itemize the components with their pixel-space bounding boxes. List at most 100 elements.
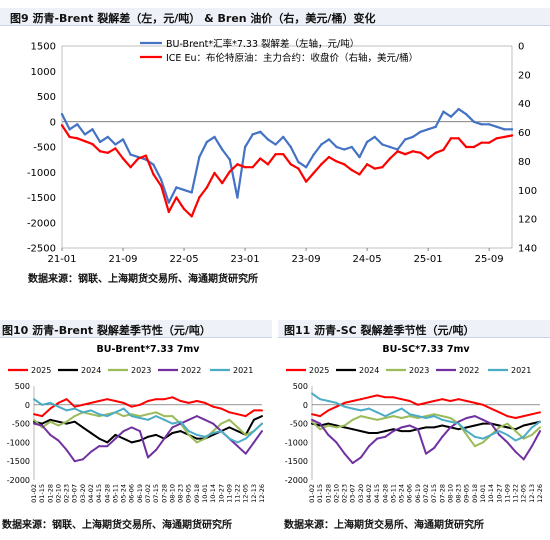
fig11-x-tick-label: 11-09 bbox=[503, 484, 511, 503]
fig10-data-point bbox=[81, 426, 84, 429]
fig9-data-point bbox=[190, 215, 193, 218]
fig9-x-tick-label: 25-01 bbox=[414, 254, 443, 265]
fig9-data-point bbox=[213, 135, 216, 139]
fig10-data-point bbox=[57, 405, 60, 408]
fig9-data-point bbox=[472, 120, 476, 123]
fig10-chart: BU-Brent*7.33 7mv 2025 2024 2023 2022 2021 500… bbox=[7, 344, 266, 503]
fig11-y-tick-label: -1000 bbox=[285, 438, 308, 447]
fig11-data-point bbox=[392, 430, 395, 433]
fig10-x-tick-label: 09-05 bbox=[185, 484, 193, 503]
fig10-data-point bbox=[244, 437, 247, 440]
fig10-data-point bbox=[163, 418, 166, 421]
fig9-left-tick-label: 500 bbox=[37, 92, 56, 103]
fig10-data-point bbox=[122, 401, 125, 404]
fig11-data-point bbox=[498, 433, 501, 436]
fig9-data-point bbox=[167, 210, 170, 214]
fig10-data-point bbox=[195, 415, 198, 418]
fig10-data-point bbox=[220, 422, 223, 425]
fig10-x-tick-label: 11-09 bbox=[225, 484, 233, 503]
fig9-data-point bbox=[320, 163, 323, 166]
fig9-data-point bbox=[335, 160, 338, 163]
fig11-data-point bbox=[376, 432, 379, 434]
fig9-data-point bbox=[327, 155, 331, 159]
fig11-x-tick-label: 07-15 bbox=[430, 484, 438, 503]
fig11-data-point bbox=[327, 409, 330, 412]
fig11-data-point bbox=[384, 416, 387, 419]
fig10-data-point bbox=[179, 430, 182, 433]
fig11-data-point bbox=[473, 401, 476, 404]
fig9-data-point bbox=[121, 138, 125, 141]
fig9-data-point bbox=[266, 163, 270, 166]
fig10-data-point bbox=[138, 403, 141, 406]
fig11-data-point bbox=[433, 447, 436, 450]
fig10-data-point bbox=[49, 420, 52, 423]
fig9-right-tick-label: 20 bbox=[518, 70, 531, 81]
fig11-data-point bbox=[392, 396, 395, 399]
fig11-data-point bbox=[343, 426, 346, 429]
fig10-legend-label: 2025 bbox=[31, 366, 51, 375]
fig9-left-tick-label: -2000 bbox=[27, 218, 56, 229]
fig9-data-point bbox=[213, 171, 216, 175]
fig10-data-point bbox=[147, 413, 149, 416]
fig11-chart-title: BU-SC*7.33 7mv bbox=[382, 344, 470, 355]
fig11-data-point bbox=[384, 430, 387, 433]
fig11-data-point bbox=[457, 422, 460, 425]
fig10-data-point bbox=[212, 433, 215, 436]
fig10-x-tick-label: 04-28 bbox=[103, 484, 111, 503]
fig9-data-point bbox=[510, 128, 514, 131]
fig10-data-point bbox=[49, 433, 52, 436]
fig11-data-point bbox=[514, 416, 517, 419]
fig9-data-point bbox=[335, 145, 338, 149]
fig10-data-point bbox=[179, 420, 182, 423]
fig10-data-point bbox=[171, 422, 174, 425]
fig11-series-line-2022 bbox=[311, 415, 541, 465]
fig11-data-point bbox=[441, 424, 444, 427]
fig10-data-point bbox=[147, 418, 149, 421]
fig11-data-point bbox=[384, 396, 387, 399]
fig9-data-point bbox=[480, 141, 483, 144]
fig9-data-point bbox=[365, 140, 369, 144]
fig10-x-tick-label: 01-15 bbox=[38, 484, 46, 503]
fig11-x-tick-label: 08-10 bbox=[446, 484, 454, 503]
fig10-data-point bbox=[90, 432, 92, 434]
fig11-x-tick-label: 05-24 bbox=[398, 484, 406, 503]
fig10-data-point bbox=[252, 430, 255, 433]
fig11-data-point bbox=[433, 400, 436, 403]
fig11-data-point bbox=[343, 405, 346, 408]
fig10-data-point bbox=[244, 452, 247, 455]
fig11-data-point bbox=[359, 415, 362, 418]
fig10-data-point bbox=[106, 398, 109, 401]
fig10-x-tick-label: 08-10 bbox=[168, 484, 176, 503]
fig11-data-point bbox=[433, 415, 436, 418]
fig10-data-point bbox=[212, 430, 215, 433]
fig10-data-point bbox=[57, 439, 60, 442]
fig11-x-tick-label: 01-15 bbox=[316, 484, 324, 503]
fig10-legend-label: 2024 bbox=[81, 366, 101, 375]
fig10-x-tick-label: 12-26 bbox=[258, 484, 266, 503]
fig10-data-point bbox=[195, 400, 198, 403]
fig11-legend-label: 2022 bbox=[459, 366, 479, 375]
fig9-data-point bbox=[266, 138, 270, 141]
fig11-data-point bbox=[530, 445, 533, 448]
fig11-data-point bbox=[449, 416, 452, 419]
fig11-data-point bbox=[449, 420, 452, 423]
fig10-data-point bbox=[212, 405, 215, 408]
fig11-data-point bbox=[368, 445, 370, 448]
fig11-x-tick-label: 06-06 bbox=[406, 484, 414, 503]
fig9-data-point bbox=[76, 123, 79, 126]
fig11-data-point bbox=[408, 424, 411, 427]
fig10-data-point bbox=[204, 418, 206, 421]
fig10-data-point bbox=[81, 458, 84, 461]
fig11-data-point bbox=[522, 437, 525, 440]
fig11-data-point bbox=[319, 415, 322, 418]
fig9-data-point bbox=[411, 135, 415, 139]
fig9-series-line-blue bbox=[61, 107, 512, 204]
fig10-data-point bbox=[81, 411, 84, 414]
fig11-x-tick-label: 08-23 bbox=[455, 484, 463, 503]
fig9-data-point bbox=[350, 168, 354, 172]
fig11-data-point bbox=[498, 426, 501, 429]
fig9-data-point bbox=[251, 133, 254, 136]
fig10-data-point bbox=[41, 403, 44, 406]
fig11-data-point bbox=[416, 403, 419, 406]
fig10-data-point bbox=[73, 405, 76, 408]
